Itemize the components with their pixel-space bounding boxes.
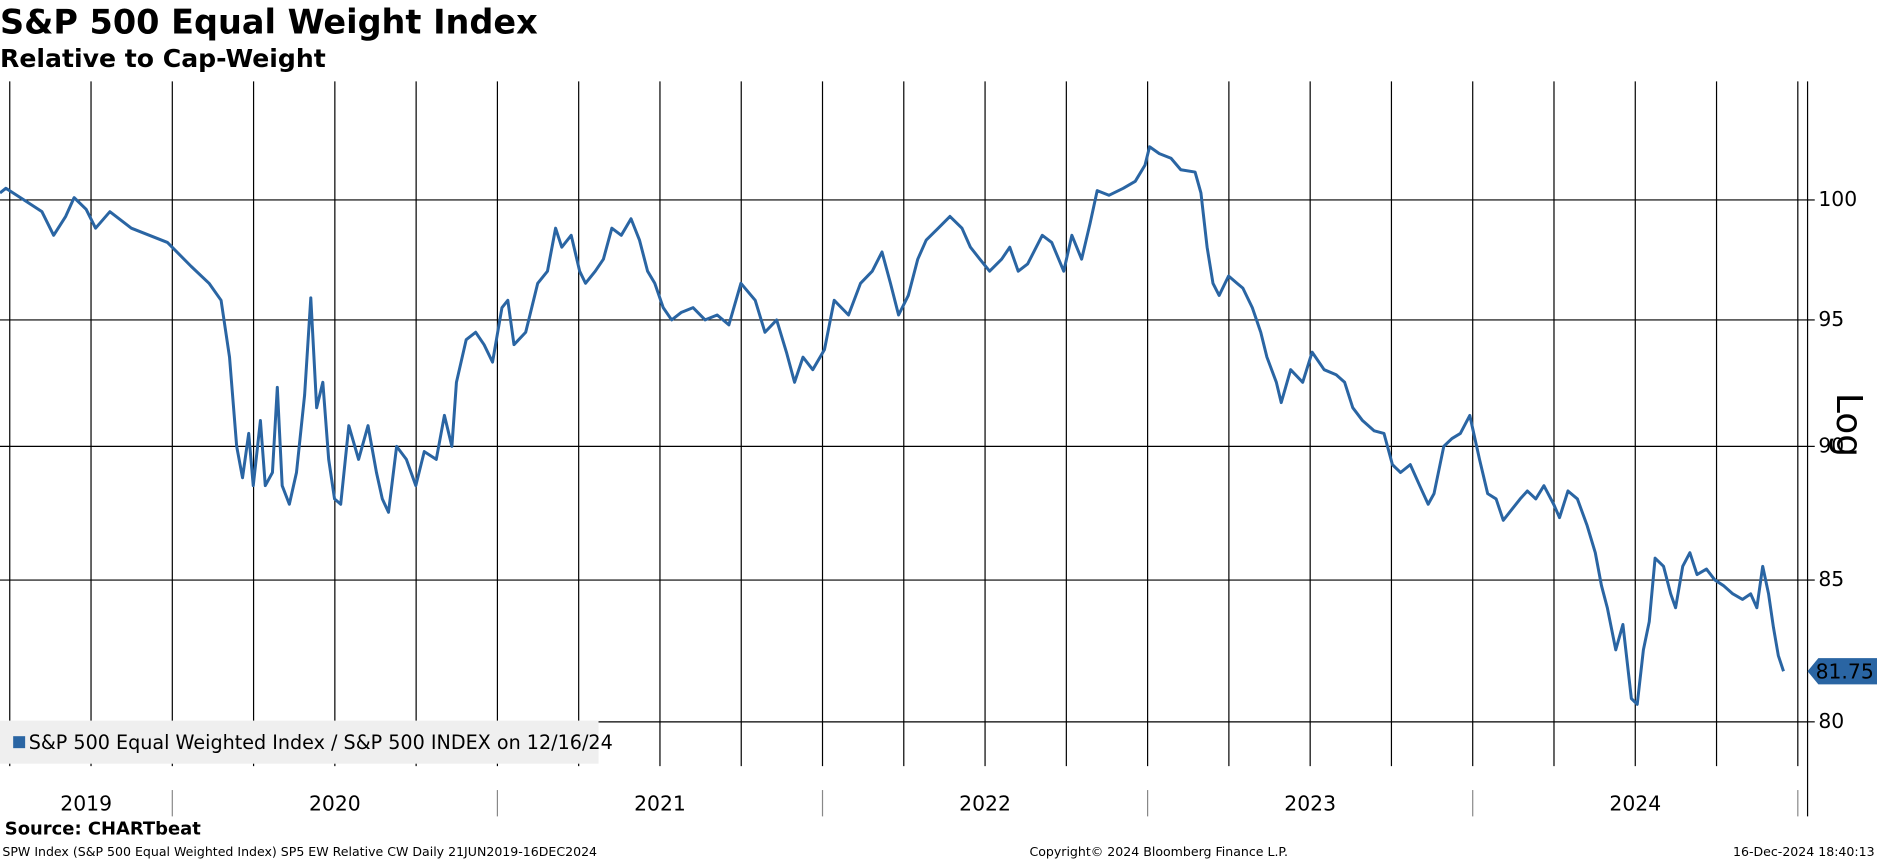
legend-label: S&P 500 Equal Weighted Index / S&P 500 I… xyxy=(29,731,613,754)
series-line xyxy=(0,145,1785,706)
x-tick-label: 2020 xyxy=(309,791,361,815)
x-tick-label: 2021 xyxy=(634,791,686,815)
x-tick-label: 2022 xyxy=(959,791,1011,815)
x-tick-label: 2024 xyxy=(1609,791,1661,815)
chart-title: S&P 500 Equal Weight Index xyxy=(0,2,538,41)
y-tick-label: 95 xyxy=(1818,307,1844,331)
last-value-label: 81.75 xyxy=(1816,659,1874,683)
footer-right: 16-Dec-2024 18:40:13 xyxy=(1733,844,1875,859)
chart-subtitle: Relative to Cap-Weight xyxy=(0,44,326,73)
legend: S&P 500 Equal Weighted Index / S&P 500 I… xyxy=(0,720,613,764)
y-tick-label: 100 xyxy=(1818,187,1857,211)
last-value-box xyxy=(1807,658,1877,685)
grid: 80 85 90 95 100 2019 2020 2021 2022 2023 2024 Log xyxy=(0,81,1869,817)
y-tick-label: 80 xyxy=(1818,709,1844,733)
y-tick-label: 90 xyxy=(1818,433,1844,457)
log-note: Log xyxy=(1828,393,1869,457)
plot: 81.75 S&P 500 Equal Weighted Index / S&P … xyxy=(0,145,1877,764)
source: Source: CHARTbeat xyxy=(5,819,201,840)
footer-center: Copyright© 2024 Bloomberg Finance L.P. xyxy=(1029,844,1288,859)
x-tick-label: 2023 xyxy=(1284,791,1336,815)
y-tick-label: 85 xyxy=(1818,567,1844,591)
legend-box xyxy=(0,720,599,764)
x-tick-label: 2019 xyxy=(60,791,112,815)
legend-swatch xyxy=(13,736,26,749)
footer-left: SPW Index (S&P 500 Equal Weighted Index)… xyxy=(2,844,597,859)
